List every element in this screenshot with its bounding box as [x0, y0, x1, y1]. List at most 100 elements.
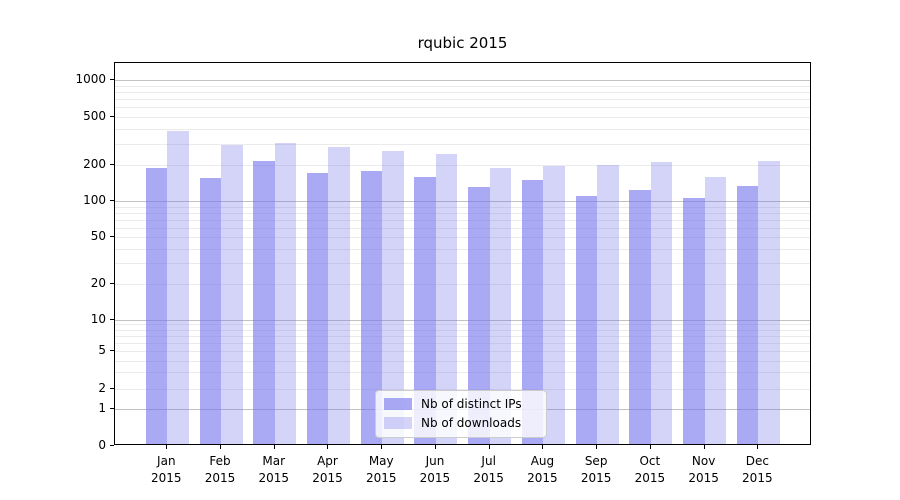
- y-tick-mark: [110, 318, 114, 320]
- bar-distinct-ips-jul: [468, 187, 490, 444]
- y-tick-mark: [110, 445, 114, 446]
- bar-distinct-ips-jan: [145, 167, 168, 444]
- gridline: [115, 324, 810, 326]
- y-tick-label: 200: [83, 157, 106, 172]
- x-tick-mark: [757, 445, 759, 449]
- gridline: [115, 248, 810, 250]
- x-tick-mark: [273, 445, 275, 449]
- legend-swatch-downloads: [384, 417, 412, 429]
- y-tick-mark: [110, 350, 114, 352]
- y-tick-label: 1: [98, 400, 106, 415]
- y-tick-mark: [110, 115, 114, 117]
- x-tick-label: Aug 2015: [527, 454, 558, 485]
- bar-distinct-ips-oct: [629, 189, 651, 444]
- x-tick-label: Nov 2015: [688, 454, 719, 485]
- bar-distinct-ips-sep: [575, 196, 598, 444]
- y-tick-label: 500: [83, 108, 106, 123]
- bar-downloads-aug: [543, 165, 565, 444]
- gridline: [115, 98, 810, 100]
- bar-distinct-ips-dec: [736, 185, 759, 444]
- gridline: [115, 343, 810, 344]
- x-tick-label: May 2015: [365, 454, 397, 485]
- legend-swatch-distinct-ips: [384, 398, 412, 410]
- bar-downloads-dec: [758, 160, 780, 444]
- gridline: [115, 206, 810, 208]
- y-tick-mark: [110, 407, 114, 409]
- x-tick-mark: [434, 445, 436, 449]
- bar-downloads-mar: [274, 142, 297, 444]
- bar-distinct-ips-apr: [306, 173, 329, 444]
- y-tick-label: 20: [90, 275, 106, 290]
- gridline: [115, 389, 810, 391]
- x-tick-label: Jun 2015: [419, 454, 451, 485]
- legend-label-downloads: Nb of downloads: [421, 416, 522, 430]
- y-tick-label: 100: [83, 193, 106, 208]
- legend-item-distinct-ips: Nb of distinct IPs: [384, 397, 536, 411]
- y-tick-mark: [110, 79, 114, 80]
- gridline: [115, 283, 810, 285]
- gridline: [115, 201, 810, 203]
- x-tick-label: Jan 2015: [151, 454, 182, 485]
- x-tick-mark: [381, 445, 383, 449]
- x-tick-label: Oct 2015: [634, 454, 666, 485]
- gridline: [115, 237, 810, 239]
- y-tick-mark: [110, 236, 114, 238]
- x-tick-mark: [488, 445, 490, 449]
- x-tick-label: Dec 2015: [742, 454, 773, 485]
- gridline: [115, 212, 810, 214]
- gridline: [115, 85, 810, 87]
- bar-downloads-jan: [167, 131, 189, 444]
- bar-downloads-sep: [597, 165, 619, 444]
- legend: Nb of distinct IPs Nb of downloads: [375, 390, 547, 438]
- y-tick-label: 0: [98, 438, 106, 452]
- gridline: [115, 116, 810, 118]
- gridline: [115, 107, 810, 109]
- x-tick-label: Sep 2015: [580, 454, 612, 485]
- bar-distinct-ips-aug: [521, 180, 544, 444]
- x-tick-label: Mar 2015: [258, 454, 290, 485]
- bar-downloads-may: [382, 151, 404, 444]
- bar-downloads-oct: [650, 162, 673, 444]
- y-tick-label: 1000: [75, 72, 106, 86]
- x-tick-mark: [220, 445, 222, 449]
- y-tick-mark: [110, 164, 114, 166]
- bar-downloads-feb: [221, 145, 243, 444]
- legend-label-distinct-ips: Nb of distinct IPs: [421, 397, 522, 411]
- bar-distinct-ips-mar: [253, 160, 275, 444]
- bar-downloads-jun: [435, 154, 458, 444]
- gridline: [115, 263, 810, 265]
- gridline: [115, 227, 810, 229]
- y-tick-label: 5: [98, 343, 106, 358]
- plot-area: Nb of distinct IPs Nb of downloads: [114, 62, 811, 445]
- y-tick-mark: [110, 200, 114, 202]
- chart-title: rqubic 2015: [417, 34, 508, 52]
- x-tick-mark: [596, 445, 598, 449]
- y-tick-mark: [110, 282, 114, 284]
- x-tick-label: Jul 2015: [473, 454, 504, 485]
- gridline: [115, 165, 810, 167]
- x-tick-mark: [542, 445, 544, 449]
- bar-distinct-ips-may: [360, 171, 383, 444]
- gridline: [115, 372, 810, 374]
- y-tick-mark: [110, 388, 114, 390]
- gridline: [115, 128, 810, 130]
- bar-downloads-apr: [328, 146, 350, 444]
- gridline: [115, 219, 810, 221]
- x-tick-label: Feb 2015: [204, 454, 236, 485]
- bar-distinct-ips-nov: [683, 198, 705, 444]
- y-tick-label: 10: [90, 311, 106, 326]
- x-tick-mark: [166, 445, 168, 449]
- bar-downloads-jul: [489, 168, 512, 444]
- gridline: [115, 329, 810, 331]
- gridline: [115, 351, 810, 353]
- gridline: [115, 335, 810, 337]
- gridline: [115, 80, 810, 81]
- y-tick-label: 2: [98, 381, 106, 396]
- gridline: [115, 360, 810, 362]
- bar-downloads-nov: [704, 176, 727, 444]
- x-tick-mark: [649, 445, 651, 449]
- x-tick-mark: [327, 445, 329, 449]
- bar-distinct-ips-jun: [414, 176, 436, 444]
- x-tick-mark: [703, 445, 705, 449]
